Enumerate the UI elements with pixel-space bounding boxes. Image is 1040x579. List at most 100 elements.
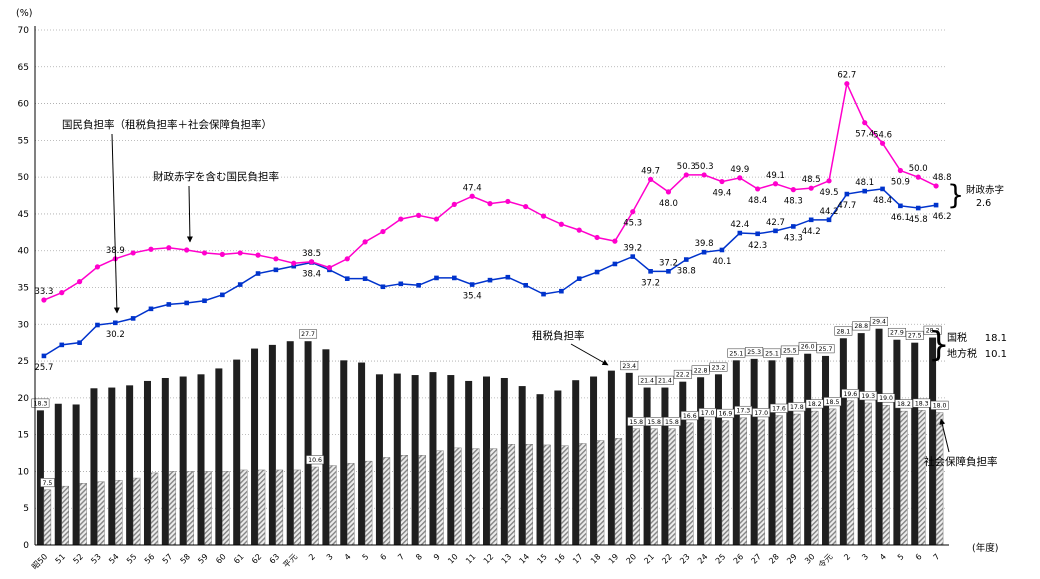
y-tick-label: 35 — [18, 284, 29, 294]
bar-value-label-box — [823, 397, 842, 407]
bar-social-security — [79, 483, 87, 546]
bar-tax — [233, 359, 241, 545]
marker-potential-burden — [505, 198, 511, 205]
bar-social-security — [882, 405, 890, 546]
marker-potential-burden — [94, 264, 101, 270]
bar-tax — [126, 385, 134, 545]
point-value-label: 47.4 — [463, 183, 482, 193]
marker-national-burden — [844, 191, 850, 197]
bar-tax — [697, 377, 705, 545]
bar-tax — [679, 381, 687, 545]
marker-national-burden — [362, 276, 368, 281]
point-value-label: 62.7 — [837, 71, 856, 81]
marker-potential-burden — [897, 167, 903, 174]
deficit-value: 2.6 — [976, 198, 991, 209]
bar-value-label: 28.2 — [926, 328, 940, 335]
marker-potential-burden — [255, 252, 261, 258]
point-value-label: 35.4 — [463, 292, 482, 302]
bar-tax — [411, 375, 419, 545]
bar-value-label-box — [763, 348, 781, 358]
bar-tax — [197, 374, 205, 545]
bar-social-security — [793, 413, 801, 546]
marker-national-burden — [701, 249, 707, 255]
bar-social-security — [864, 402, 872, 546]
bar-value-label-box — [923, 325, 942, 335]
bar-tax — [804, 353, 812, 545]
marker-potential-burden — [630, 209, 636, 215]
bar-tax — [857, 333, 865, 545]
marker-potential-burden — [844, 81, 850, 87]
bar-value-label: 18.0 — [933, 403, 947, 410]
bar-tax — [625, 372, 633, 545]
bar-value-label: 28.8 — [854, 323, 868, 330]
x-tick-label: 7 — [396, 552, 406, 562]
marker-national-burden — [505, 274, 511, 280]
bar-value-label: 25.1 — [765, 350, 779, 357]
marker-potential-burden — [612, 238, 618, 244]
bar-value-label-box — [745, 347, 764, 357]
x-tick-label: 2 — [307, 552, 317, 562]
annotation-potential-burden-label: 財政赤字を含む国民負担率 — [153, 170, 279, 183]
point-value-label: 50.3 — [677, 162, 696, 172]
marker-national-burden — [808, 217, 814, 223]
bar-tax — [839, 338, 847, 545]
x-tick-label: 5 — [361, 552, 371, 562]
marker-potential-burden — [77, 279, 83, 285]
marker-potential-burden — [184, 247, 190, 253]
point-value-label: 46.2 — [933, 212, 952, 222]
marker-national-burden — [737, 230, 743, 236]
x-axis-unit-label: (年度) — [972, 542, 998, 554]
marker-potential-burden — [166, 245, 172, 251]
bar-social-security — [579, 443, 587, 546]
marker-potential-burden — [273, 256, 279, 262]
point-value-label: 33.3 — [34, 287, 53, 297]
x-tick-label: 5 — [896, 552, 906, 562]
bar-tax — [358, 362, 366, 545]
marker-national-burden — [148, 306, 154, 312]
point-value-label: 40.1 — [712, 257, 731, 267]
bar-tax — [465, 380, 473, 545]
bar-value-label-box — [655, 375, 674, 385]
bar-tax — [607, 370, 615, 545]
marker-potential-burden — [451, 201, 457, 207]
marker-potential-burden — [647, 176, 654, 182]
marker-potential-burden — [59, 290, 65, 296]
marker-potential-burden — [201, 250, 208, 256]
bar-value-label: 17.6 — [772, 406, 786, 413]
marker-national-burden — [434, 275, 439, 281]
bar-social-security — [471, 448, 480, 546]
bar-social-security — [846, 400, 855, 546]
bar-social-security — [935, 412, 944, 546]
bar-tax — [786, 357, 794, 545]
point-value-label: 44.2 — [820, 207, 839, 217]
marker-national-burden — [220, 292, 225, 298]
bar-tax — [483, 376, 490, 545]
marker-potential-burden — [398, 216, 404, 222]
bar-value-label-box — [770, 403, 788, 413]
marker-potential-burden — [790, 187, 796, 193]
bar-value-label: 25.1 — [729, 350, 743, 357]
marker-national-burden — [416, 282, 421, 288]
x-tick-label: 4 — [878, 552, 888, 562]
bar-social-security — [614, 438, 623, 546]
bar-value-label-box — [662, 417, 681, 427]
marker-potential-burden — [826, 178, 832, 184]
marker-national-burden — [773, 228, 778, 234]
point-value-label: 48.4 — [873, 196, 892, 206]
bar-tax — [72, 404, 80, 545]
bar-social-security — [436, 450, 444, 546]
bar-value-label: 17.0 — [754, 410, 768, 417]
bar-tax — [929, 337, 937, 545]
marker-potential-burden — [576, 227, 582, 233]
bar-tax — [322, 349, 330, 545]
local-tax-label: 地方税 — [947, 347, 977, 360]
bar-tax — [304, 341, 312, 545]
bar-value-label-box — [645, 417, 664, 427]
marker-potential-burden — [737, 175, 743, 181]
y-axis-unit-label: (%) — [16, 8, 32, 19]
marker-national-burden — [77, 340, 82, 345]
marker-potential-burden — [683, 172, 689, 178]
marker-national-burden — [541, 291, 546, 297]
x-tick-label: 3 — [325, 552, 335, 562]
marker-potential-burden — [540, 213, 547, 219]
